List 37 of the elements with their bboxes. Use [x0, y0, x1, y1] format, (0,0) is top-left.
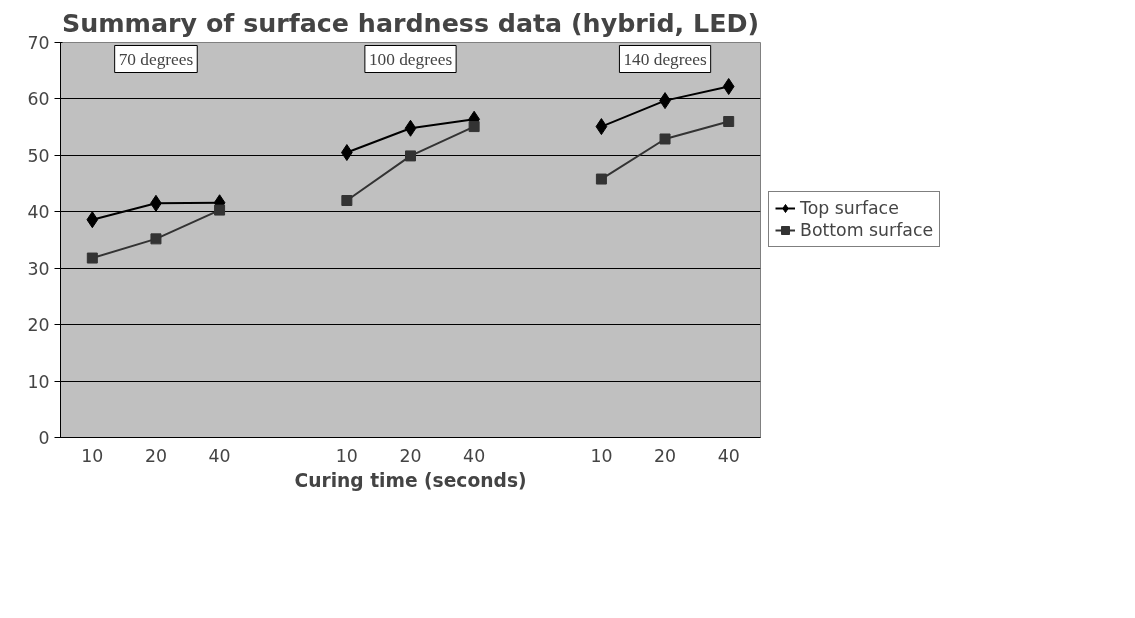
point: [468, 121, 480, 133]
y-tick-label: 10: [27, 371, 50, 392]
legend-label: Top surface: [800, 198, 899, 218]
annotation: 140 degrees: [623, 49, 707, 69]
x-tick-label: 10: [335, 445, 358, 466]
y-tick-label: 70: [27, 33, 50, 53]
point: [595, 173, 607, 185]
point: [659, 133, 671, 145]
point: [214, 204, 226, 216]
y-tick-label: 60: [27, 89, 50, 110]
point: [86, 211, 99, 229]
y-tick-label: 0: [38, 428, 50, 448]
x-tick-label: 10: [590, 445, 613, 466]
x-tick-label: 20: [399, 445, 422, 466]
x-tick-label: 40: [208, 445, 231, 466]
annotation: 100 degrees: [368, 49, 453, 69]
x-tick-label: 20: [144, 445, 167, 466]
x-tick-label: 10: [81, 445, 104, 466]
point: [595, 118, 608, 136]
y-tick-label: 50: [27, 145, 50, 166]
point: [405, 150, 416, 162]
annotation: 70 degrees: [118, 49, 194, 69]
y-tick-label: 30: [27, 258, 50, 279]
legend-label: Bottom surface: [800, 220, 934, 240]
x-axis-title: Curing time (seconds): [294, 469, 527, 491]
y-tick-label: 20: [27, 315, 50, 336]
x-tick-label: 20: [654, 445, 677, 466]
point: [86, 252, 98, 264]
chart-title: Summary of surface hardness data (hybrid, LED): [61, 7, 760, 38]
point: [150, 233, 162, 245]
y-tick-label: 40: [27, 202, 50, 223]
point: [722, 78, 735, 96]
x-tick-label: 40: [463, 445, 486, 466]
x-tick-label: 40: [717, 445, 740, 466]
point: [723, 116, 735, 127]
point: [341, 195, 353, 206]
point: [404, 119, 417, 137]
